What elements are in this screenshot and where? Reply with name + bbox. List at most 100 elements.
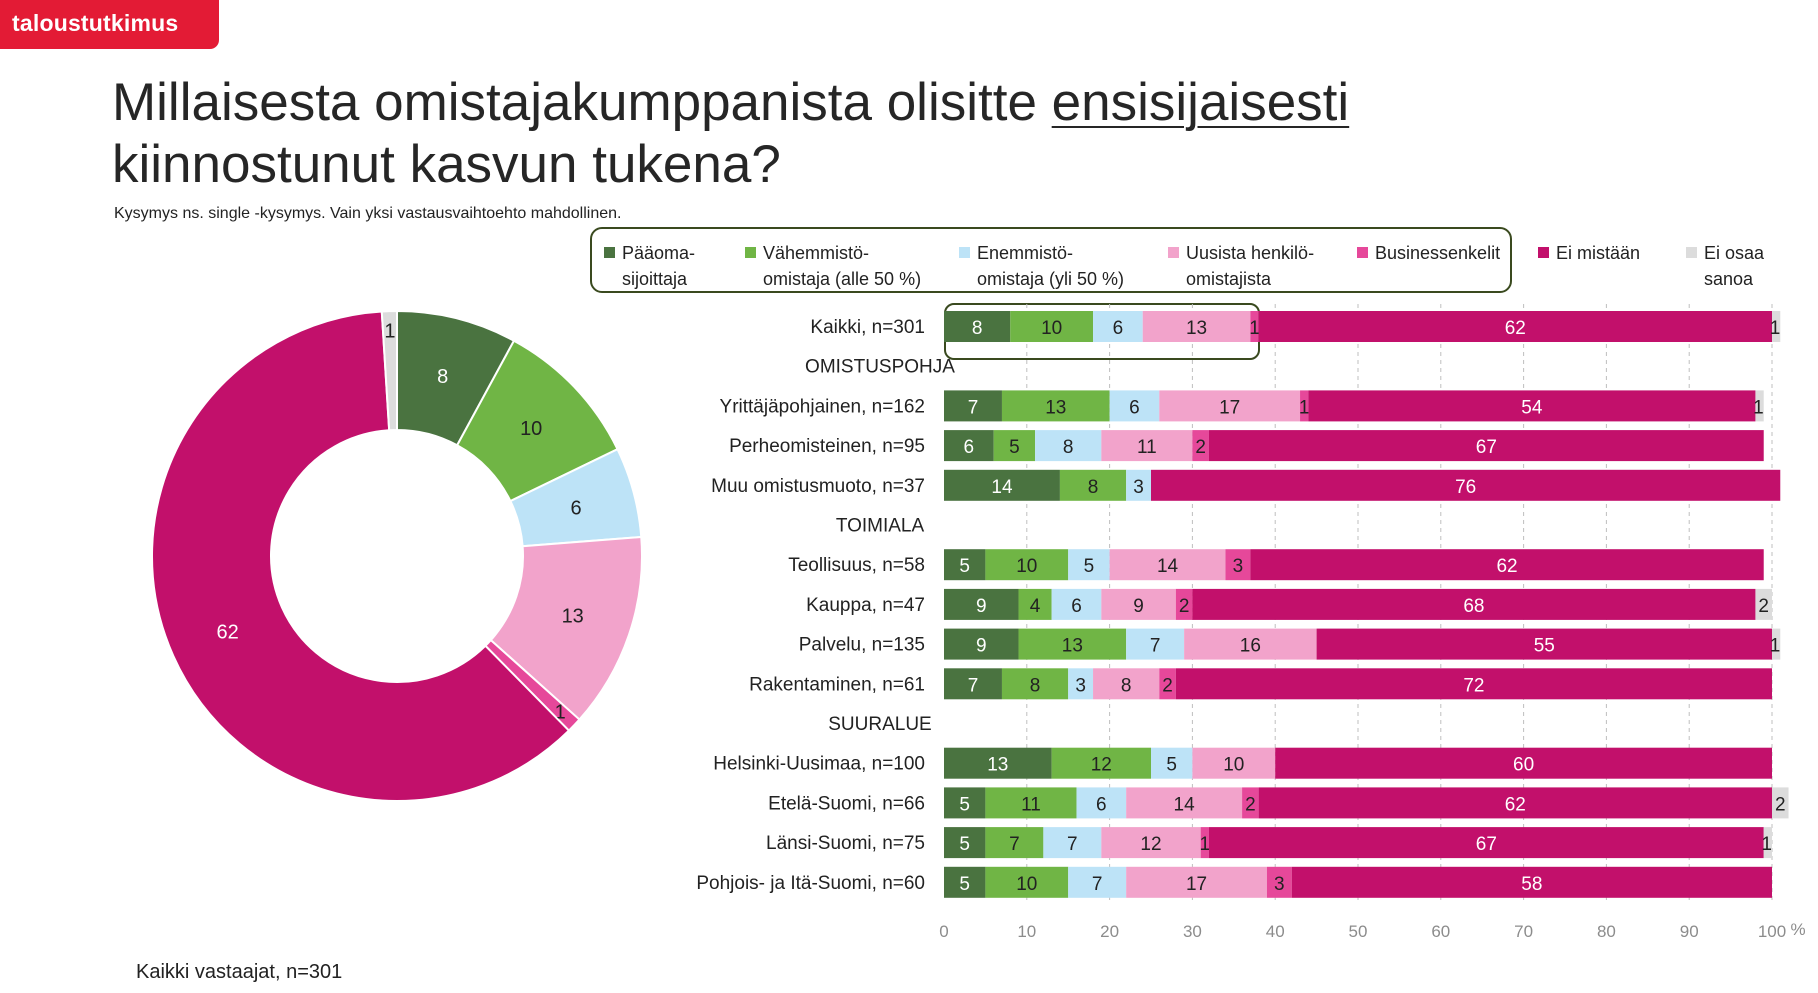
bar-value-label: 17 (1186, 874, 1207, 895)
bar-value-label: 9 (976, 596, 987, 617)
bar-segment-vahemmisto (985, 827, 1044, 859)
row-label: Muu omistusmuoto, n=37 (711, 476, 925, 497)
legend-label: Uusista henkilö- omistajista (1186, 243, 1315, 289)
bar-value-label: 13 (1062, 636, 1083, 657)
bar-value-label: 8 (1030, 675, 1041, 696)
brand-logo: taloustutkimus (0, 0, 219, 49)
bar-value-label: 10 (1223, 755, 1244, 776)
bar-segment-uusista (1101, 588, 1176, 620)
bar-segment-ei_mistaan (1291, 866, 1772, 898)
x-tick-label: 30 (1183, 922, 1202, 941)
x-tick-label: 40 (1266, 922, 1285, 941)
bar-value-label: 6 (1113, 318, 1124, 339)
bar-value-label: 9 (976, 636, 987, 657)
bar-segment-enemmisto (1068, 549, 1110, 581)
bar-segment-business (1300, 390, 1309, 422)
row-label: Teollisuus, n=58 (788, 555, 925, 576)
x-tick-label: 70 (1514, 922, 1533, 941)
bar-value-label: 8 (1063, 437, 1074, 458)
bar-segment-ei_mistaan (1208, 430, 1764, 462)
bar-value-label: 5 (959, 556, 970, 577)
bar-segment-ei_mistaan (1308, 390, 1756, 422)
bar-value-label: 62 (1505, 794, 1526, 815)
bar-value-label: 2 (1162, 675, 1173, 696)
bar-segment-ei_mistaan (1192, 588, 1756, 620)
bar-segment-enemmisto (1068, 866, 1127, 898)
bar-segment-uusista (1101, 430, 1193, 462)
legend-swatch (959, 247, 970, 258)
bar-segment-uusista (1126, 866, 1267, 898)
legend-label: Ei osaa sanoa (1704, 243, 1765, 289)
legend-swatch (1168, 247, 1179, 258)
bar-value-label: 12 (1091, 755, 1112, 776)
bar-value-label: 1 (1299, 397, 1310, 418)
bar-value-label: 1 (1200, 834, 1211, 855)
bar-value-label: 8 (1088, 477, 1099, 498)
page-title: Millaisesta omistajakumppanista olisitte… (112, 72, 1612, 196)
bar-value-label: 1 (1770, 636, 1781, 657)
bar-value-label: 7 (1009, 834, 1020, 855)
bar-value-label: 14 (1174, 794, 1196, 815)
donut-value-label: 10 (520, 418, 542, 440)
donut-slice-ei_osaa (380, 309, 398, 432)
x-tick-label: 60 (1431, 922, 1450, 941)
bar-value-label: 8 (1121, 675, 1132, 696)
donut-value-label: 13 (562, 606, 584, 628)
footnote: Kaikki vastaajat, n=301 (136, 961, 343, 983)
bar-value-label: 6 (1129, 397, 1140, 418)
bar-segment-enemmisto (1035, 430, 1102, 462)
bar-segment-business (1250, 311, 1259, 342)
bar-segment-vahemmisto (985, 549, 1069, 581)
bar-value-label: 11 (1137, 437, 1157, 458)
bar-value-label: 6 (964, 437, 975, 458)
bar-segment-uusista (1109, 549, 1226, 581)
bar-segment-enemmisto (1151, 747, 1193, 779)
bar-value-label: 76 (1455, 477, 1476, 498)
bar-segment-enemmisto (1093, 311, 1143, 342)
bar-segment-paaoma (944, 430, 994, 462)
bar-segment-vahemmisto (1001, 390, 1110, 422)
bar-segment-ei_mistaan (1258, 787, 1772, 819)
bar-value-label: 5 (959, 874, 970, 895)
legend-item-paaoma: Pääoma- sijoittaja (604, 240, 695, 292)
bar-value-label: 67 (1476, 437, 1497, 458)
bar-segment-business (1175, 588, 1193, 620)
donut-value-label: 62 (216, 622, 238, 644)
bar-value-label: 10 (1041, 318, 1062, 339)
bar-value-label: 1 (1753, 397, 1764, 418)
bar-value-label: 8 (972, 318, 983, 339)
legend-label: Enemmistö- omistaja (yli 50 %) (977, 243, 1125, 289)
bar-value-label: 2 (1179, 596, 1190, 617)
bar-value-label: 14 (991, 477, 1013, 498)
bar-value-label: 1 (1770, 318, 1781, 339)
title-part-2: kiinnostunut kasvun tukena? (112, 135, 781, 194)
bar-value-label: 72 (1463, 675, 1484, 696)
bar-value-label: 3 (1133, 477, 1144, 498)
bar-value-label: 10 (1016, 874, 1037, 895)
bar-segment-vahemmisto (1018, 628, 1127, 660)
bar-segment-vahemmisto (1010, 311, 1094, 342)
bar-segment-business (1266, 866, 1292, 898)
bar-segment-vahemmisto (1018, 588, 1052, 620)
bar-segment-uusista (1142, 311, 1251, 342)
legend-swatch (1538, 247, 1549, 258)
bar-value-label: 2 (1758, 596, 1769, 617)
x-tick-label: 10 (1017, 922, 1036, 941)
row-label: Perheomisteinen, n=95 (729, 436, 925, 457)
legend-highlight-frame (590, 227, 1512, 293)
bar-segment-paaoma (944, 549, 986, 581)
donut-value-label: 1 (384, 321, 395, 343)
bar-segment-vahemmisto (1059, 469, 1127, 501)
bar-value-label: 5 (959, 794, 970, 815)
donut-value-label: 1 (555, 702, 566, 724)
bar-value-label: 4 (1030, 596, 1041, 617)
bar-segment-paaoma (944, 787, 986, 819)
row-label: Yrittäjäpohjainen, n=162 (720, 396, 925, 417)
x-tick-label: 100 (1758, 922, 1786, 941)
bar-segment-vahemmisto (1001, 668, 1069, 700)
bar-value-label: 7 (1067, 834, 1078, 855)
bar-segment-paaoma (944, 469, 1060, 501)
donut-slice-ei_mistaan (151, 310, 571, 802)
x-tick-label: 20 (1100, 922, 1119, 941)
bar-value-label: 13 (1045, 397, 1066, 418)
